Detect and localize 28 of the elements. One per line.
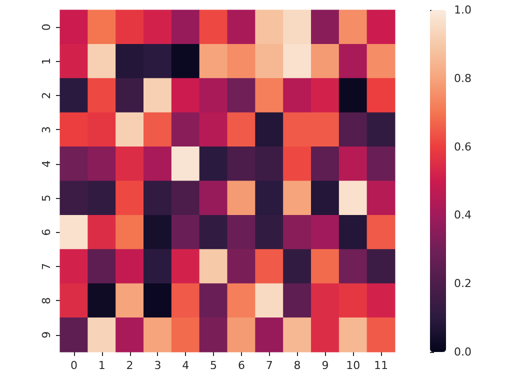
y-tick-label: 6 <box>40 228 53 236</box>
x-tick-label: 8 <box>294 359 301 372</box>
y-tick-label: 4 <box>40 160 53 168</box>
y-tick-label: 5 <box>40 194 53 202</box>
x-tick-label: 1 <box>98 359 106 372</box>
y-tick-label: 9 <box>40 331 53 338</box>
color-bar-label: 0.0 <box>454 346 472 358</box>
y-tick-label: 0 <box>40 24 53 31</box>
x-tick-label: 10 <box>346 359 360 372</box>
x-tick-label: 7 <box>266 359 273 372</box>
y-tick-label: 1 <box>40 58 53 65</box>
y-tick-label: 7 <box>40 263 53 270</box>
x-tick-label: 5 <box>210 359 218 372</box>
color-bar-label: 0.2 <box>454 277 472 290</box>
x-tick-label: 11 <box>374 359 388 372</box>
x-tick-label: 9 <box>322 359 329 372</box>
x-tick-label: 0 <box>70 359 78 372</box>
color-bar-label: 0.8 <box>454 72 472 85</box>
x-tick-label: 2 <box>126 359 134 372</box>
color-bar-label: 1.0 <box>454 4 472 16</box>
color-bar-label: 0.4 <box>454 208 472 222</box>
x-tick-label: 6 <box>238 359 245 372</box>
y-tick-label: 2 <box>40 92 53 99</box>
x-tick-label: 4 <box>182 359 190 372</box>
y-tick-label: 8 <box>40 297 53 304</box>
color-bar-label: 0.6 <box>454 140 472 154</box>
x-tick-label: 3 <box>154 359 162 372</box>
y-tick-label: 3 <box>40 126 53 134</box>
